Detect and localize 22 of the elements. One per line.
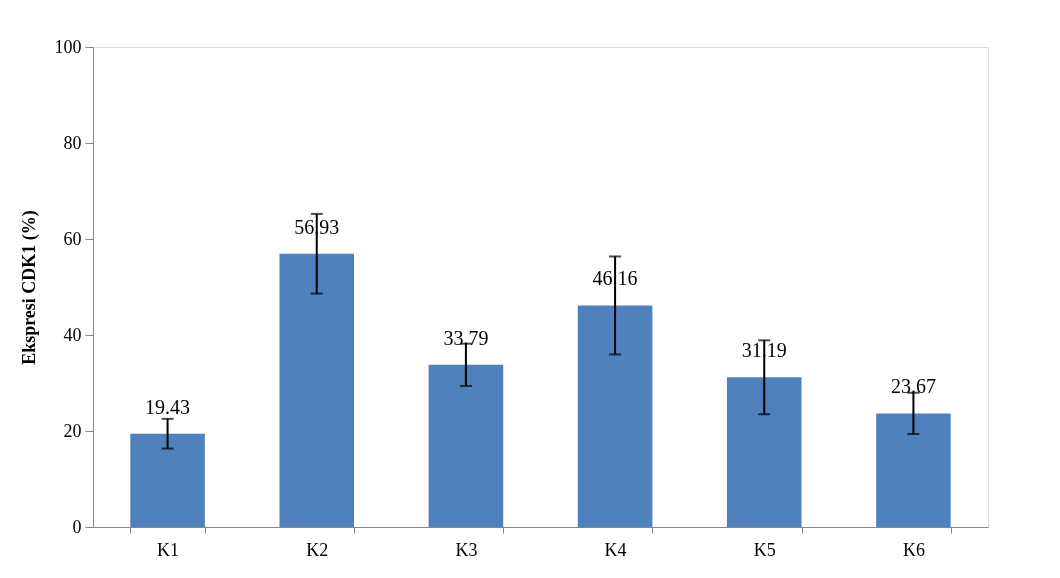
bar — [279, 253, 355, 527]
y-tick-label: 100 — [54, 36, 82, 57]
y-axis-title: Ekspresi CDK1 (%) — [18, 210, 40, 365]
bar — [876, 413, 951, 527]
data-label: 23.67 — [890, 375, 936, 398]
x-tick-label: K5 — [753, 539, 776, 560]
data-label: 33.79 — [443, 326, 489, 349]
x-tick-label: K4 — [604, 539, 627, 560]
y-tick-label: 0 — [72, 516, 82, 537]
x-tick-label: K6 — [902, 539, 925, 560]
x-tick-label: K1 — [157, 539, 180, 560]
y-tick-label: 20 — [63, 420, 82, 441]
x-tick-label: K2 — [306, 539, 329, 560]
bar — [726, 377, 802, 527]
x-tick-label: K3 — [455, 539, 478, 560]
y-tick-label: 60 — [63, 228, 82, 249]
bar — [428, 364, 504, 527]
bar — [577, 305, 653, 527]
data-label: 19.43 — [145, 395, 191, 418]
y-tick-label: 80 — [63, 132, 82, 153]
bar — [130, 433, 205, 527]
y-tick-label: 40 — [63, 324, 82, 345]
